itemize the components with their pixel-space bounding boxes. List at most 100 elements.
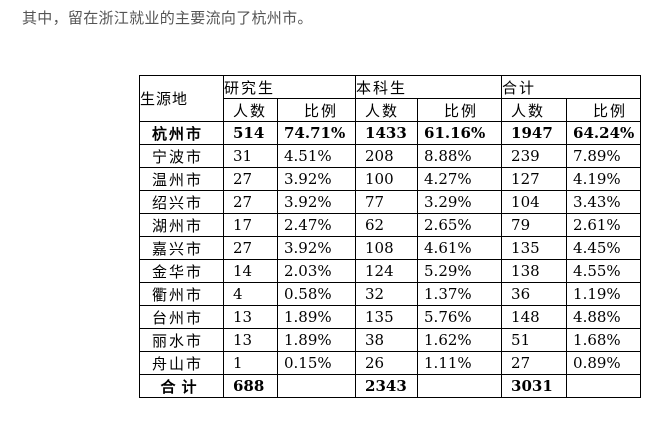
cell-total-count: 127 <box>501 167 568 191</box>
cell-total-count: 104 <box>501 190 568 214</box>
cell-ug-count: 135 <box>355 305 419 329</box>
cell-city: 湖州市 <box>139 213 224 237</box>
cell-total-count: 27 <box>501 351 568 375</box>
cell-grad-ratio: 2.03% <box>276 259 357 283</box>
intro-paragraph: 其中，留在浙江就业的主要流向了杭州市。 <box>22 9 313 27</box>
cell-total-ratio: 7.89% <box>566 144 642 168</box>
column-header-ratio: 比例 <box>566 98 642 122</box>
employment-destination-table: 生源地 研究生 本科生 合计 人数 比例 人数 比例 人数 比例 杭州市 514… <box>139 75 642 398</box>
cell-grad-count: 14 <box>223 259 278 283</box>
cell-grad-ratio: 4.51% <box>276 144 357 168</box>
cell-ug-ratio: 5.76% <box>417 305 503 329</box>
table-row: 嘉兴市 27 3.92% 108 4.61% 135 4.45% <box>139 236 642 260</box>
cell-grad-ratio: 3.92% <box>276 236 357 260</box>
cell-total-ratio: 1.19% <box>566 282 642 306</box>
cell-ug-ratio: 3.29% <box>417 190 503 214</box>
cell-ug-count: 38 <box>355 328 419 352</box>
table-row: 湖州市 17 2.47% 62 2.65% 79 2.61% <box>139 213 642 237</box>
cell-total-count: 148 <box>501 305 568 329</box>
cell-city: 宁波市 <box>139 144 224 168</box>
cell-grad-count: 13 <box>223 328 278 352</box>
cell-ug-ratio: 4.61% <box>417 236 503 260</box>
cell-city: 台州市 <box>139 305 224 329</box>
cell-grad-ratio: 2.47% <box>276 213 357 237</box>
cell-total-ratio: 3.43% <box>566 190 642 214</box>
cell-grad-count: 27 <box>223 236 278 260</box>
cell-ug-count: 32 <box>355 282 419 306</box>
cell-total-count: 138 <box>501 259 568 283</box>
cell-ug-ratio: 61.16% <box>417 121 503 145</box>
cell-ug-count: 62 <box>355 213 419 237</box>
column-header-origin: 生源地 <box>139 75 224 122</box>
cell-city: 舟山市 <box>139 351 224 375</box>
cell-ug-ratio: 1.62% <box>417 328 503 352</box>
cell-total-label: 合计 <box>139 374 224 398</box>
cell-grad-count: 27 <box>223 190 278 214</box>
cell-city: 金华市 <box>139 259 224 283</box>
cell-grad-ratio: 1.89% <box>276 305 357 329</box>
cell-grad-count: 17 <box>223 213 278 237</box>
cell-city: 丽水市 <box>139 328 224 352</box>
cell-ug-ratio: 1.11% <box>417 351 503 375</box>
cell-total-ratio: 1.68% <box>566 328 642 352</box>
cell-ug-ratio: 2.65% <box>417 213 503 237</box>
cell-grad-ratio: 0.15% <box>276 351 357 375</box>
cell-total-ratio-empty <box>566 374 642 398</box>
cell-ug-count: 1433 <box>355 121 419 145</box>
cell-ug-count-total: 2343 <box>355 374 419 398</box>
cell-grad-ratio: 3.92% <box>276 190 357 214</box>
cell-total-count: 79 <box>501 213 568 237</box>
cell-total-ratio: 2.61% <box>566 213 642 237</box>
cell-total-count: 1947 <box>501 121 568 145</box>
table-row: 绍兴市 27 3.92% 77 3.29% 104 3.43% <box>139 190 642 214</box>
table-row: 宁波市 31 4.51% 208 8.88% 239 7.89% <box>139 144 642 168</box>
cell-grad-count: 1 <box>223 351 278 375</box>
column-header-count: 人数 <box>501 98 568 122</box>
cell-grad-ratio-empty <box>276 374 357 398</box>
cell-grad-count: 514 <box>223 121 278 145</box>
cell-ug-ratio-empty <box>417 374 503 398</box>
table-header-row-groups: 生源地 研究生 本科生 合计 <box>139 75 642 122</box>
column-header-ratio: 比例 <box>417 98 503 122</box>
table-header-row-sub: 人数 比例 人数 比例 人数 比例 <box>140 98 642 122</box>
cell-ug-count: 208 <box>355 144 419 168</box>
column-header-graduate: 研究生 <box>222 75 357 99</box>
column-header-total: 合计 <box>501 75 642 99</box>
cell-total-ratio: 4.19% <box>566 167 642 191</box>
cell-city: 绍兴市 <box>139 190 224 214</box>
cell-total-count-total: 3031 <box>501 374 568 398</box>
cell-ug-ratio: 5.29% <box>417 259 503 283</box>
cell-ug-count: 100 <box>355 167 419 191</box>
cell-grad-ratio: 3.92% <box>276 167 357 191</box>
cell-grad-count: 4 <box>223 282 278 306</box>
cell-grad-count: 27 <box>223 167 278 191</box>
cell-grad-count: 31 <box>223 144 278 168</box>
cell-grad-ratio: 0.58% <box>276 282 357 306</box>
cell-total-ratio: 4.45% <box>566 236 642 260</box>
cell-total-ratio: 0.89% <box>566 351 642 375</box>
cell-ug-count: 77 <box>355 190 419 214</box>
table-row: 舟山市 1 0.15% 26 1.11% 27 0.89% <box>139 351 642 375</box>
cell-ug-ratio: 4.27% <box>417 167 503 191</box>
cell-ug-ratio: 8.88% <box>417 144 503 168</box>
cell-grad-count-total: 688 <box>223 374 278 398</box>
column-header-undergraduate: 本科生 <box>355 75 503 99</box>
column-header-count: 人数 <box>355 98 419 122</box>
cell-city: 杭州市 <box>139 121 224 145</box>
cell-city: 衢州市 <box>139 282 224 306</box>
cell-ug-count: 124 <box>355 259 419 283</box>
cell-total-count: 36 <box>501 282 568 306</box>
cell-total-count: 239 <box>501 144 568 168</box>
cell-ug-ratio: 1.37% <box>417 282 503 306</box>
cell-city: 嘉兴市 <box>139 236 224 260</box>
cell-total-count: 135 <box>501 236 568 260</box>
table-total-row: 合计 688 2343 3031 <box>139 374 642 398</box>
cell-total-ratio: 4.88% <box>566 305 642 329</box>
cell-grad-ratio: 1.89% <box>276 328 357 352</box>
cell-total-ratio: 64.24% <box>566 121 642 145</box>
cell-ug-count: 26 <box>355 351 419 375</box>
cell-city: 温州市 <box>139 167 224 191</box>
table-row: 杭州市 514 74.71% 1433 61.16% 1947 64.24% <box>139 121 642 145</box>
table-row: 丽水市 13 1.89% 38 1.62% 51 1.68% <box>139 328 642 352</box>
table-row: 台州市 13 1.89% 135 5.76% 148 4.88% <box>139 305 642 329</box>
